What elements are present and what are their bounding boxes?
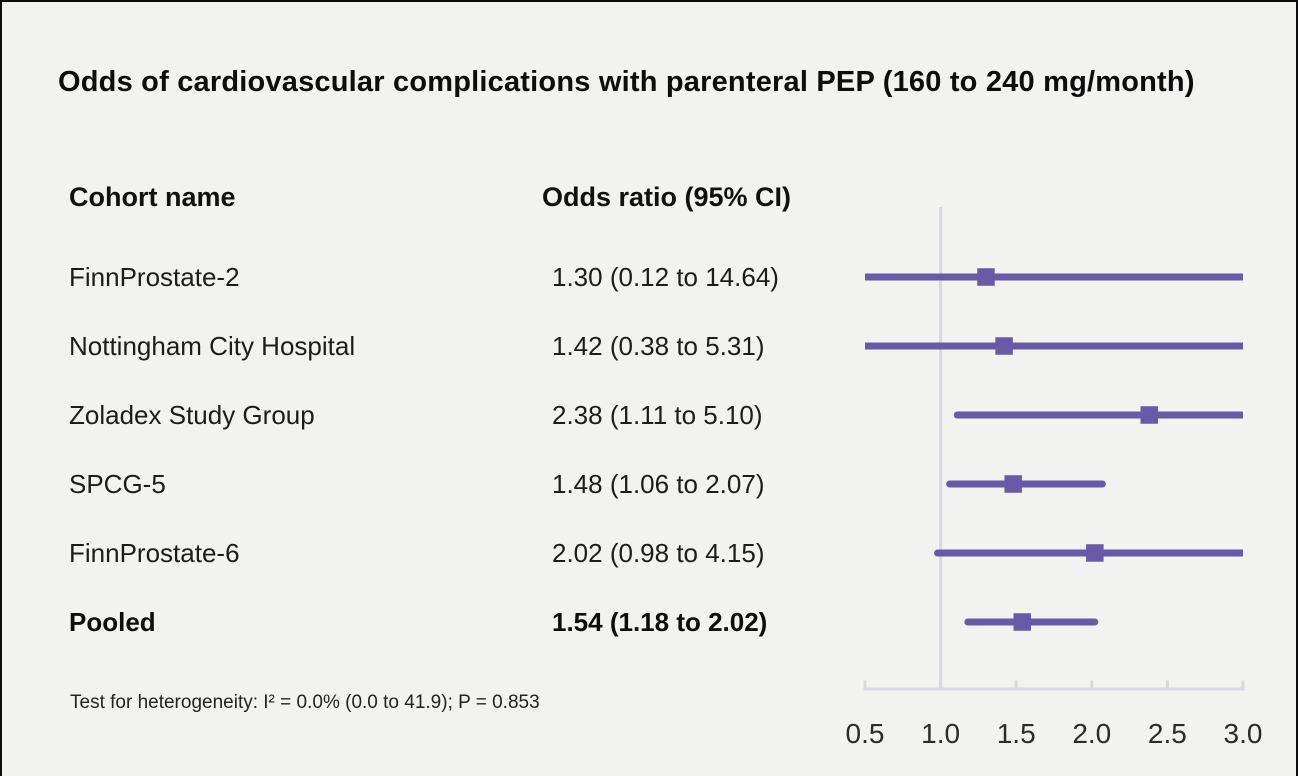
- estimate-marker: [1086, 544, 1104, 562]
- estimate-marker: [1004, 475, 1022, 493]
- cohort-label: FinnProstate-6: [69, 538, 240, 568]
- x-tick-label: 1.5: [997, 718, 1036, 749]
- ci-line-cap: [964, 618, 972, 626]
- x-tick-label: 0.5: [846, 718, 885, 749]
- table-row: FinnProstate-6 2.02 (0.98 to 4.15): [2, 537, 862, 569]
- cohort-label: Pooled: [69, 607, 156, 637]
- pooled-estimate-marker: [1013, 613, 1031, 631]
- cohort-label: SPCG-5: [69, 469, 166, 499]
- ci-line-cap: [946, 480, 954, 488]
- estimate-marker: [1140, 406, 1159, 424]
- column-header-odds-ratio: Odds ratio (95% CI): [542, 182, 792, 212]
- x-tick-label: 3.0: [1224, 718, 1263, 749]
- cohort-label: FinnProstate-2: [69, 262, 240, 292]
- ci-line-cap: [1098, 480, 1106, 488]
- heterogeneity-footnote: Test for heterogeneity: I² = 0.0% (0.0 t…: [70, 692, 540, 713]
- odds-ratio-value: 1.42 (0.38 to 5.31): [552, 331, 765, 361]
- estimate-marker: [977, 268, 995, 286]
- odds-ratio-value: 1.48 (1.06 to 2.07): [552, 469, 765, 499]
- x-tick-label: 1.0: [921, 718, 960, 749]
- table-row: Nottingham City Hospital 1.42 (0.38 to 5…: [2, 330, 862, 362]
- ci-line-cap: [934, 549, 942, 557]
- table-row: FinnProstate-2 1.30 (0.12 to 14.64): [2, 261, 862, 293]
- ci-line-cap: [1091, 618, 1099, 626]
- ci-line-cap: [953, 411, 961, 419]
- odds-ratio-value: 1.54 (1.18 to 2.02): [552, 607, 768, 637]
- chart-title: Odds of cardiovascular complications wit…: [58, 66, 1195, 98]
- odds-ratio-value: 2.02 (0.98 to 4.15): [552, 538, 765, 568]
- cohort-label: Zoladex Study Group: [69, 400, 315, 430]
- column-header-cohort-name: Cohort name: [69, 182, 236, 212]
- odds-ratio-value: 1.30 (0.12 to 14.64): [552, 262, 779, 292]
- table-row: SPCG-5 1.48 (1.06 to 2.07): [2, 468, 862, 500]
- cohort-label: Nottingham City Hospital: [69, 331, 356, 361]
- estimate-marker: [995, 337, 1013, 355]
- odds-ratio-value: 2.38 (1.11 to 5.10): [552, 400, 763, 430]
- table-row: Zoladex Study Group 2.38 (1.11 to 5.10): [2, 399, 862, 431]
- table-row-pooled: Pooled 1.54 (1.18 to 2.02): [2, 606, 862, 638]
- x-tick-label: 2.5: [1148, 718, 1187, 749]
- x-tick-label: 2.0: [1072, 718, 1111, 749]
